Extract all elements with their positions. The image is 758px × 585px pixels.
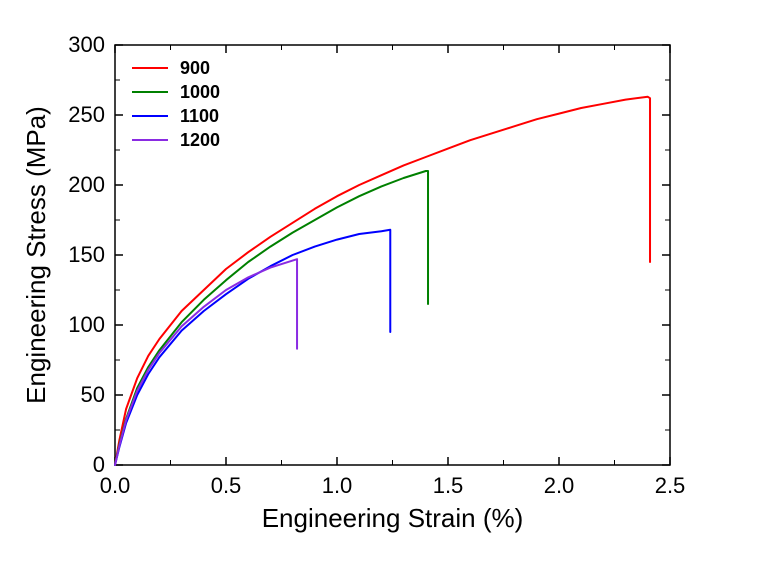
x-tick-label: 2.0	[544, 473, 575, 498]
legend-label-1000: 1000	[180, 82, 220, 102]
y-tick-label: 100	[68, 312, 105, 337]
y-tick-label: 0	[93, 452, 105, 477]
legend-label-900: 900	[180, 58, 210, 78]
legend-label-1100: 1100	[180, 106, 219, 126]
y-axis-label: Engineering Stress (MPa)	[21, 106, 51, 404]
legend-label-1200: 1200	[180, 130, 220, 150]
y-tick-label: 50	[81, 382, 105, 407]
y-tick-label: 300	[68, 32, 105, 57]
x-tick-label: 0.5	[211, 473, 242, 498]
y-tick-label: 200	[68, 172, 105, 197]
y-tick-label: 150	[68, 242, 105, 267]
x-tick-label: 1.5	[433, 473, 464, 498]
stress-strain-chart: 0.00.51.01.52.02.5050100150200250300Engi…	[0, 0, 758, 585]
y-tick-label: 250	[68, 102, 105, 127]
x-tick-label: 1.0	[322, 473, 353, 498]
x-tick-label: 2.5	[655, 473, 686, 498]
x-axis-label: Engineering Strain (%)	[262, 503, 524, 533]
chart-container: 0.00.51.01.52.02.5050100150200250300Engi…	[0, 0, 758, 585]
